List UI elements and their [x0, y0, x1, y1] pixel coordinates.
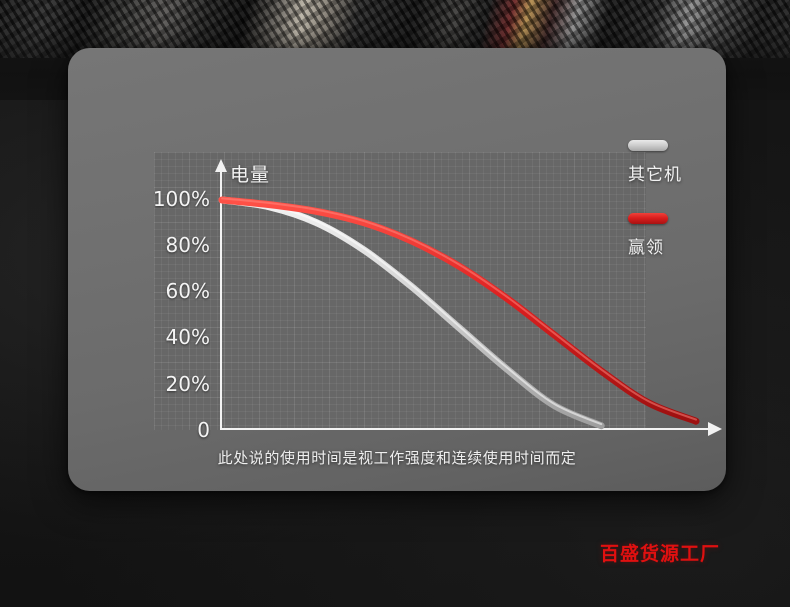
legend-label-winning: 赢领 — [628, 238, 664, 258]
y-axis-arrow-icon — [215, 159, 227, 172]
y-axis-tick-labels: 100% 80% 60% 40% 20% 0 — [148, 48, 210, 491]
y-tick-0: 0 — [197, 418, 210, 442]
y-tick-60: 60% — [165, 279, 210, 303]
legend-swatch-gray-icon — [628, 140, 668, 151]
x-axis-line — [220, 428, 712, 430]
legend-swatch-red-icon — [628, 213, 668, 224]
chart-card: 电量 100% 80% 60% 40% 20% 0 其它 — [68, 48, 726, 491]
y-tick-40: 40% — [165, 325, 210, 349]
y-tick-20: 20% — [165, 372, 210, 396]
y-axis-title: 电量 — [230, 164, 271, 186]
legend-label-other: 其它机 — [628, 165, 682, 185]
y-axis-line — [220, 170, 222, 430]
chart-caption: 此处说的使用时间是视工作强度和连续使用时间而定 — [217, 449, 577, 467]
x-axis-arrow-icon — [708, 422, 722, 436]
chart-legend: 其它机 赢领 — [628, 140, 718, 286]
brand-watermark: 百盛货源工厂 — [600, 543, 721, 565]
y-tick-80: 80% — [165, 233, 210, 257]
y-tick-100: 100% — [152, 187, 210, 211]
legend-item-winning[interactable]: 赢领 — [628, 213, 718, 258]
plot-grid-area — [154, 152, 646, 430]
legend-item-other[interactable]: 其它机 — [628, 140, 718, 185]
